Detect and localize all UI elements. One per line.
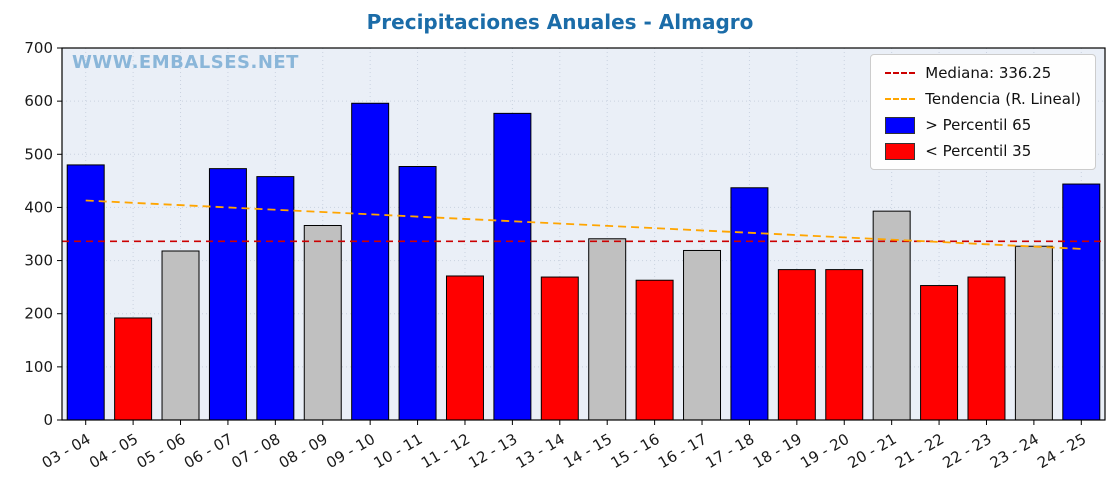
x-tick-label: 20 - 21 (845, 430, 900, 472)
x-tick-label: 15 - 16 (608, 430, 663, 472)
x-tick-label: 10 - 11 (371, 430, 426, 472)
y-tick-label: 500 (24, 145, 53, 163)
x-tick-label: 06 - 07 (181, 430, 236, 472)
legend-label-trend: Tendencia (R. Lineal) (925, 90, 1081, 108)
bar (398, 166, 437, 421)
x-tick-label: 05 - 06 (134, 430, 189, 472)
x-tick-label: 24 - 25 (1034, 430, 1089, 472)
bar (540, 276, 579, 421)
bar (208, 168, 247, 421)
bar (351, 102, 390, 421)
x-tick-label: 12 - 13 (465, 430, 520, 472)
y-tick-label: 0 (43, 411, 53, 429)
legend-label-median: Mediana: 336.25 (925, 64, 1052, 82)
legend-item-trend: Tendencia (R. Lineal) (885, 90, 1081, 108)
x-tick-label: 07 - 08 (228, 430, 283, 472)
bar (872, 210, 911, 421)
bar (825, 269, 864, 421)
x-tick-label: 16 - 17 (655, 430, 710, 472)
legend-item-above: > Percentil 65 (885, 116, 1081, 134)
above-percentile-swatch (885, 116, 916, 134)
trend-line (85, 199, 1082, 250)
axis-frame (61, 47, 1106, 421)
x-tick-label: 18 - 19 (750, 430, 805, 472)
bar (920, 285, 959, 421)
x-tick-label: 23 - 24 (987, 430, 1042, 472)
x-tick-label: 08 - 09 (276, 430, 331, 472)
y-tick-label: 200 (24, 305, 53, 323)
bar (635, 279, 674, 421)
bar (967, 276, 1006, 421)
bar (256, 176, 295, 421)
bar (730, 187, 769, 421)
y-tick-label: 300 (24, 252, 53, 270)
x-tick-label: 04 - 05 (86, 430, 141, 472)
x-tick-label: 13 - 14 (513, 430, 568, 472)
bar (588, 238, 627, 421)
bar (161, 250, 200, 421)
bar (66, 164, 105, 421)
y-tick-label: 100 (24, 358, 53, 376)
bar (493, 112, 532, 421)
x-tick-label: 09 - 10 (323, 430, 378, 472)
y-tick-label: 700 (24, 39, 53, 57)
x-tick-label: 11 - 12 (418, 430, 473, 472)
legend-item-below: < Percentil 35 (885, 142, 1081, 160)
x-tick-label: 03 - 04 (39, 430, 94, 472)
trend-line-sample (885, 98, 916, 100)
bar (303, 224, 342, 421)
legend-label-below: < Percentil 35 (925, 142, 1032, 160)
x-tick-label: 14 - 15 (560, 430, 615, 472)
median-line-sample (885, 72, 916, 74)
bar (1014, 245, 1053, 421)
bar (683, 249, 722, 421)
bar (1062, 183, 1101, 421)
chart-title: Precipitaciones Anuales - Almagro (366, 10, 754, 34)
x-tick-label: 17 - 18 (702, 430, 757, 472)
y-tick-label: 600 (24, 92, 53, 110)
x-tick-label: 21 - 22 (892, 430, 947, 472)
legend-label-above: > Percentil 65 (925, 116, 1032, 134)
x-tick-label: 22 - 23 (939, 430, 994, 472)
bar (777, 269, 816, 421)
watermark: WWW.EMBALSES.NET (72, 52, 299, 73)
below-percentile-swatch (885, 142, 916, 160)
legend-item-median: Mediana: 336.25 (885, 64, 1081, 82)
bar (445, 275, 484, 421)
y-tick-label: 400 (24, 198, 53, 216)
chart-legend: Mediana: 336.25 Tendencia (R. Lineal) > … (870, 54, 1096, 170)
bar (114, 317, 153, 421)
x-tick-label: 19 - 20 (797, 430, 852, 472)
